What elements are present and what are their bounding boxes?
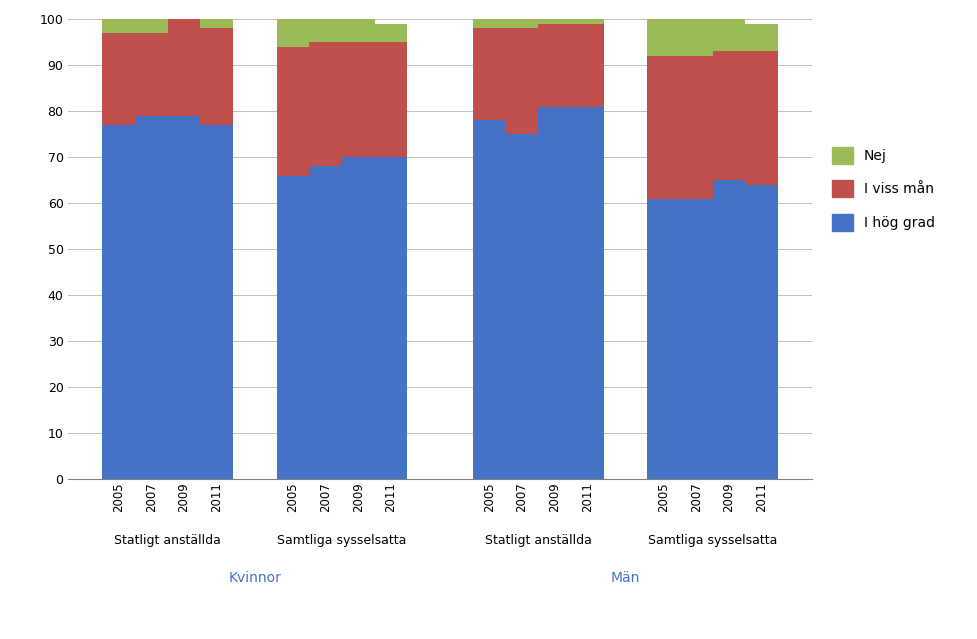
Bar — [571, 19, 603, 24]
Bar — [342, 42, 374, 157]
Bar — [342, 19, 374, 42]
Bar — [712, 180, 744, 479]
Bar — [571, 107, 603, 479]
Bar — [374, 24, 407, 42]
Bar — [744, 24, 777, 51]
Bar — [472, 120, 505, 479]
Bar — [309, 42, 342, 166]
Bar — [679, 199, 712, 479]
Bar — [537, 19, 571, 24]
Bar — [472, 28, 505, 120]
Bar — [309, 19, 342, 42]
Bar — [505, 28, 537, 134]
Bar — [571, 24, 603, 107]
Bar — [744, 51, 777, 185]
Bar — [103, 33, 135, 125]
Bar — [200, 19, 233, 28]
Text: Statligt anställda: Statligt anställda — [114, 534, 221, 548]
Bar — [537, 107, 571, 479]
Text: Samtliga sysselsatta: Samtliga sysselsatta — [277, 534, 406, 548]
Bar — [744, 185, 777, 479]
Text: Samtliga sysselsatta: Samtliga sysselsatta — [647, 534, 777, 548]
Bar — [135, 33, 167, 116]
Bar — [679, 19, 712, 56]
Bar — [472, 19, 505, 28]
Bar — [342, 157, 374, 479]
Bar — [167, 116, 200, 479]
Bar — [103, 19, 135, 33]
Bar — [374, 42, 407, 157]
Bar — [647, 19, 679, 56]
Bar — [537, 24, 571, 107]
Bar — [712, 19, 744, 51]
Bar — [505, 134, 537, 479]
Text: Män: Män — [610, 571, 639, 585]
Bar — [647, 56, 679, 199]
Bar — [135, 116, 167, 479]
Bar — [135, 19, 167, 33]
Bar — [712, 51, 744, 180]
Bar — [276, 176, 309, 479]
Bar — [647, 199, 679, 479]
Text: Statligt anställda: Statligt anställda — [485, 534, 591, 548]
Bar — [200, 125, 233, 479]
Bar — [103, 125, 135, 479]
Text: Kvinnor: Kvinnor — [229, 571, 281, 585]
Bar — [505, 19, 537, 28]
Bar — [200, 28, 233, 125]
Bar — [276, 19, 309, 47]
Bar — [276, 47, 309, 176]
Bar — [309, 166, 342, 479]
Bar — [679, 56, 712, 199]
Bar — [167, 19, 200, 116]
Bar — [374, 157, 407, 479]
Legend: Nej, I viss mån, I hög grad: Nej, I viss mån, I hög grad — [826, 141, 939, 236]
